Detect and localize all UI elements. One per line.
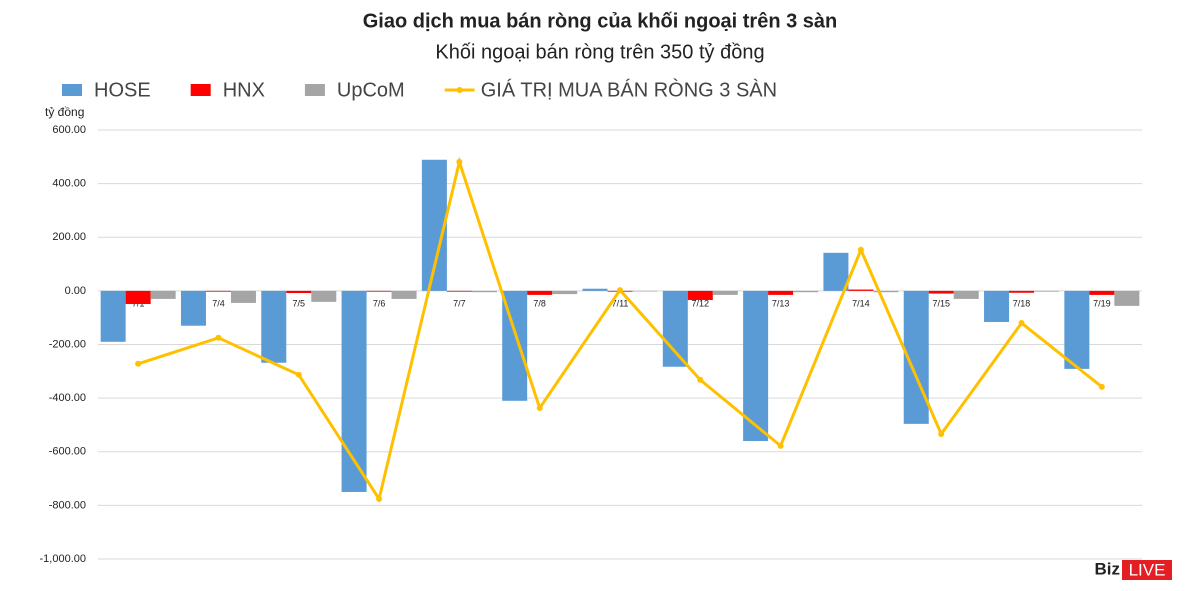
bar — [1114, 290, 1140, 306]
bar — [552, 290, 578, 295]
x-tick-label: 7/18 — [1013, 298, 1031, 308]
x-tick-label: 7/4 — [212, 298, 225, 308]
chart-title: Giao dịch mua bán ròng của khối ngoại tr… — [363, 10, 838, 32]
bar — [582, 288, 608, 291]
legend-swatch — [456, 87, 463, 93]
y-axis-label: tỷ đồng — [45, 105, 84, 119]
bar — [953, 290, 979, 299]
y-tick-label: 600.00 — [52, 124, 86, 136]
bar — [261, 290, 287, 363]
bar — [768, 290, 794, 295]
bar — [205, 290, 231, 292]
legend-label: HOSE — [94, 79, 151, 101]
bar — [180, 290, 206, 326]
line-point — [1098, 383, 1105, 390]
line-point — [135, 360, 142, 367]
x-tick-label: 7/15 — [932, 298, 950, 308]
bar — [873, 290, 899, 293]
bar — [1034, 290, 1060, 292]
bar — [712, 290, 738, 295]
watermark: Biz — [1095, 559, 1121, 578]
bar — [527, 290, 553, 295]
bar — [1009, 290, 1035, 293]
legend-label: HNX — [223, 79, 265, 101]
x-tick-label: 7/14 — [852, 298, 870, 308]
legend-swatch — [190, 84, 211, 96]
legend-swatch — [62, 84, 82, 96]
bar — [984, 290, 1010, 322]
bar — [793, 290, 819, 293]
y-tick-label: 0.00 — [65, 285, 86, 297]
bar — [150, 290, 176, 299]
y-tick-label: 400.00 — [52, 178, 86, 190]
bar — [446, 290, 472, 292]
bar — [928, 290, 954, 294]
bar — [125, 290, 151, 305]
watermark-box — [1122, 560, 1172, 580]
watermark: LIVE — [1129, 560, 1166, 579]
line-point — [938, 431, 945, 438]
y-tick-label: 200.00 — [52, 231, 86, 243]
bar — [366, 290, 392, 292]
bar — [823, 252, 849, 291]
bar — [230, 290, 256, 303]
bar — [471, 290, 497, 293]
line-point — [215, 334, 222, 341]
bar — [848, 289, 874, 291]
chart-subtitle: Khối ngoại bán ròng trên 350 tỷ đồng — [435, 41, 764, 63]
y-tick-label: -600.00 — [49, 446, 86, 458]
line-point — [456, 158, 463, 165]
x-tick-label: 7/11 — [612, 298, 629, 308]
bar — [100, 290, 126, 342]
line-point — [777, 442, 784, 449]
x-tick-label: 7/5 — [293, 298, 306, 308]
line-point — [376, 495, 383, 502]
bar — [632, 290, 658, 292]
y-tick-label: -400.00 — [49, 392, 86, 404]
bar — [687, 290, 713, 300]
line-point — [617, 287, 623, 294]
bar — [311, 290, 337, 302]
line-point — [295, 371, 302, 378]
line-point — [1018, 320, 1025, 327]
x-tick-label: 7/8 — [533, 298, 546, 308]
bar — [662, 290, 688, 367]
bar — [1064, 290, 1090, 369]
x-tick-label: 7/6 — [373, 298, 386, 308]
y-tick-label: -200.00 — [49, 338, 86, 350]
legend-label: UpCoM — [337, 79, 405, 101]
line-point — [536, 405, 543, 412]
bar — [743, 290, 769, 442]
x-tick-label: 7/13 — [772, 298, 790, 308]
bar — [1089, 290, 1115, 295]
y-tick-label: -1,000.00 — [40, 553, 86, 565]
bar — [286, 290, 312, 294]
y-tick-label: -800.00 — [49, 499, 86, 511]
bar — [391, 290, 417, 299]
line-point — [697, 376, 704, 383]
legend-label: GIÁ TRỊ MUA BÁN RÒNG 3 SÀN — [481, 78, 777, 101]
x-tick-label: 7/12 — [692, 298, 710, 308]
line-point — [857, 246, 864, 253]
legend-swatch — [304, 84, 325, 96]
x-tick-label: 7/19 — [1093, 298, 1111, 308]
x-tick-label: 7/7 — [453, 298, 466, 308]
